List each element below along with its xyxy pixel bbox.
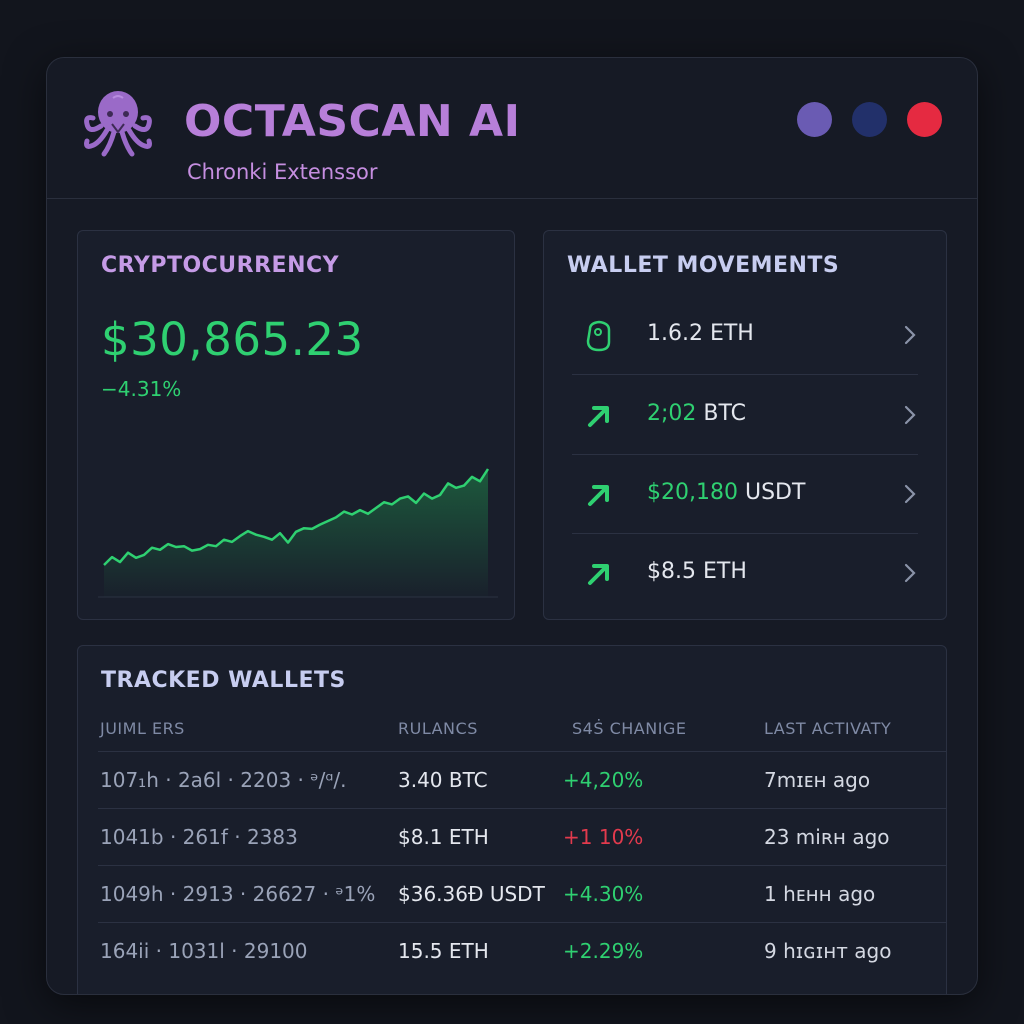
- table-row[interactable]: 164ii · 1031l · 29100 15.5 ETH +2.29% 9 …: [78, 923, 946, 980]
- wallet-movements-card: WALLET MOVEMENTS 1.6.2 ETH 2;02 BTC $20,…: [543, 230, 947, 620]
- app-subtitle: Chronki Extenssor: [187, 160, 378, 184]
- cryptocurrency-card: CRYPTOCURRENCY $30,865.23 −4.31%: [77, 230, 515, 620]
- movement-text: $8.5 ETH: [647, 559, 747, 584]
- column-header-numbers[interactable]: JUIML ERS: [100, 719, 185, 738]
- app-window: OCTASCAN AI Chronki Extenssor CRYPTOCURR…: [46, 57, 978, 995]
- movement-highlight: 2;02: [647, 401, 697, 426]
- wallet-last-activity: 23 miʀн ago: [764, 825, 890, 849]
- wallet-address: 164ii · 1031l · 29100: [100, 939, 308, 963]
- price-value: $30,865.23: [101, 313, 364, 366]
- movement-row[interactable]: 2;02 BTC: [572, 377, 918, 455]
- movement-text: BTC: [696, 401, 747, 426]
- movement-text: 1.6.2 ETH: [647, 321, 754, 346]
- wallet-address: 1049h · 2913 · 26627 · ᵊ1%: [100, 882, 376, 906]
- wallet-balance: 15.5 ETH: [398, 939, 489, 963]
- wallet-change: +4.30%: [563, 882, 644, 906]
- row-divider: [572, 374, 918, 375]
- arrow-up-right-icon: [588, 406, 609, 427]
- row-divider: [572, 533, 918, 534]
- row-divider: [98, 865, 946, 866]
- movement-amount: $20,180 USDT: [647, 480, 805, 505]
- movement-amount: $8.5 ETH: [647, 559, 747, 584]
- price-chart: [98, 468, 498, 598]
- arrow-up-right-icon: [588, 564, 609, 585]
- chart-line: [103, 468, 490, 566]
- column-header-balance[interactable]: RULANCS: [398, 719, 478, 738]
- movement-amount: 1.6.2 ETH: [647, 321, 754, 346]
- wallet-address: 1041b · 261f · 2383: [100, 825, 298, 849]
- wallet-last-activity: 7mɪᴇн ago: [764, 768, 871, 792]
- movement-text: USDT: [737, 480, 806, 505]
- wallet-change: +1 10%: [563, 825, 644, 849]
- wallet-last-activity: 1 hᴇнн ago: [764, 882, 876, 906]
- chevron-right-icon[interactable]: [902, 323, 918, 347]
- chevron-right-icon[interactable]: [902, 403, 918, 427]
- row-divider: [572, 454, 918, 455]
- wallet-address: 107₁h · 2a6l · 2203 · ᵊ/ᵅ/.: [100, 768, 347, 792]
- header: OCTASCAN AI Chronki Extenssor: [47, 58, 977, 199]
- purple-window-dot[interactable]: [797, 102, 832, 137]
- tracked-wallets-title: TRACKED WALLETS: [101, 668, 346, 693]
- movement-amount: 2;02 BTC: [647, 401, 746, 426]
- movement-row[interactable]: $20,180 USDT: [572, 456, 918, 534]
- wallet-balance: $8.1 ETH: [398, 825, 489, 849]
- row-divider: [98, 808, 946, 809]
- movement-highlight: $20,180: [647, 480, 738, 505]
- price-change: −4.31%: [101, 377, 182, 401]
- chevron-right-icon[interactable]: [902, 561, 918, 585]
- wallet-balance: 3.40 BTC: [398, 768, 488, 792]
- column-header-change[interactable]: S4Ṡ CHANIGE: [572, 719, 687, 738]
- wallet-change: +4,20%: [563, 768, 644, 792]
- octopus-icon: [84, 91, 152, 157]
- movement-row[interactable]: $8.5 ETH: [572, 535, 918, 613]
- column-header-last-activity[interactable]: LAST ACTIVATY: [764, 719, 892, 738]
- row-divider: [98, 922, 946, 923]
- tracked-wallets-card: TRACKED WALLETS JUIML ERS RULANCS S4Ṡ CH…: [77, 645, 947, 994]
- app-title: OCTASCAN AI: [184, 96, 521, 147]
- table-row[interactable]: 107₁h · 2a6l · 2203 · ᵊ/ᵅ/. 3.40 BTC +4,…: [78, 752, 946, 809]
- table-row[interactable]: 1049h · 2913 · 26627 · ᵊ1% $36.36Ð USDT …: [78, 866, 946, 923]
- wallet-coin-icon: [586, 320, 611, 352]
- wallet-balance: $36.36Ð USDT: [398, 882, 545, 906]
- arrow-up-right-icon: [588, 485, 609, 506]
- close-window-dot[interactable]: [907, 102, 942, 137]
- navy-window-dot[interactable]: [852, 102, 887, 137]
- movement-row[interactable]: 1.6.2 ETH: [572, 297, 918, 375]
- wallet-change: +2.29%: [563, 939, 644, 963]
- cryptocurrency-title: CRYPTOCURRENCY: [101, 253, 340, 278]
- header-divider: [98, 751, 946, 752]
- chevron-right-icon[interactable]: [902, 482, 918, 506]
- table-row[interactable]: 1041b · 261f · 2383 $8.1 ETH +1 10% 23 m…: [78, 809, 946, 866]
- wallet-movements-title: WALLET MOVEMENTS: [567, 253, 840, 278]
- wallet-last-activity: 9 hɪɢɪнт ago: [764, 939, 892, 963]
